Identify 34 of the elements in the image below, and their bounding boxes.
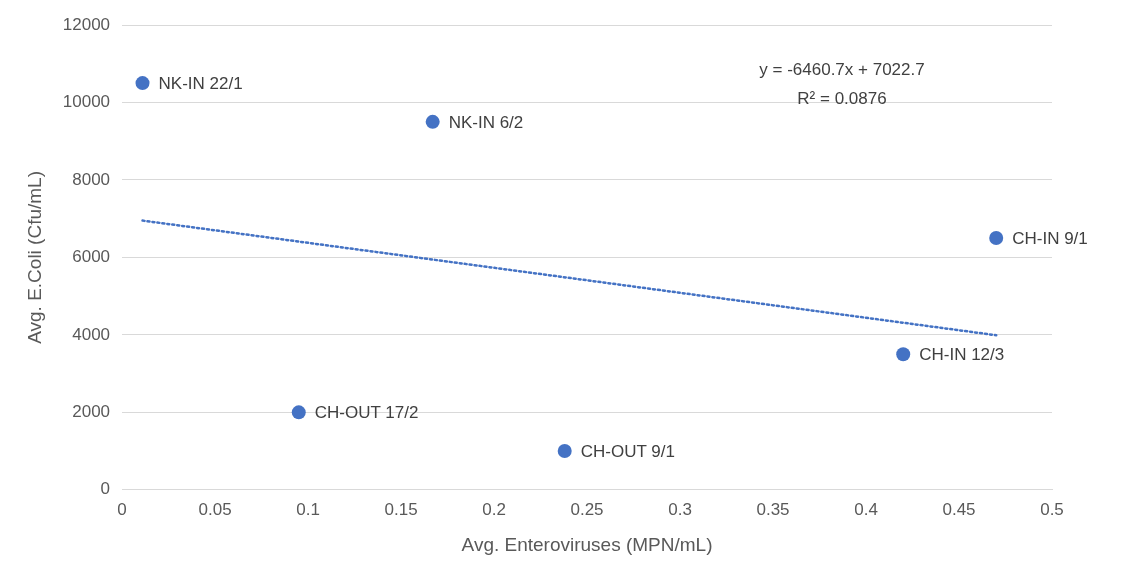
x-tick-label: 0.25	[570, 499, 604, 519]
x-axis-title: Avg. Enteroviruses (MPN/mL)	[461, 533, 713, 555]
x-tick-label: 0.45	[942, 499, 976, 519]
x-tick-label: 0	[117, 499, 127, 519]
x-tick-label: 0.2	[482, 499, 506, 519]
annotation: NK-IN 22/1	[158, 73, 243, 93]
y-tick-label: 2000	[72, 402, 111, 422]
y-tick-label: 12000	[62, 14, 111, 34]
point	[557, 444, 572, 459]
point	[135, 76, 150, 91]
y-tick-label: 10000	[62, 92, 111, 112]
annotation: R² = 0.0876	[797, 88, 887, 108]
y-tick-label: 4000	[72, 324, 111, 344]
annotation: CH-OUT 9/1	[580, 441, 675, 461]
annotation: NK-IN 6/2	[448, 112, 524, 132]
point	[425, 114, 440, 129]
x-tick-label: 0.5	[1040, 499, 1064, 519]
x-tick-label: 0.35	[756, 499, 790, 519]
x-tick-label: 0.15	[384, 499, 418, 519]
point	[291, 405, 306, 420]
x-tick-label: 0.3	[668, 499, 692, 519]
x-tick-label: 0.4	[854, 499, 878, 519]
annotation: CH-IN 12/3	[919, 344, 1005, 364]
annotation: CH-IN 9/1	[1012, 228, 1088, 248]
annotation: y = -6460.7x + 7022.7	[759, 59, 925, 79]
y-tick-label: 6000	[72, 247, 111, 267]
point	[896, 347, 911, 362]
x-tick-label: 0.1	[296, 499, 320, 519]
x-tick-label: 0.05	[198, 499, 232, 519]
point	[989, 231, 1004, 246]
y-tick-label: 0	[100, 479, 111, 499]
y-tick-label: 8000	[72, 169, 111, 189]
y-axis-title: Avg. E.Coli (Cfu/mL)	[23, 170, 45, 344]
annotation: CH-OUT 17/2	[314, 403, 419, 423]
